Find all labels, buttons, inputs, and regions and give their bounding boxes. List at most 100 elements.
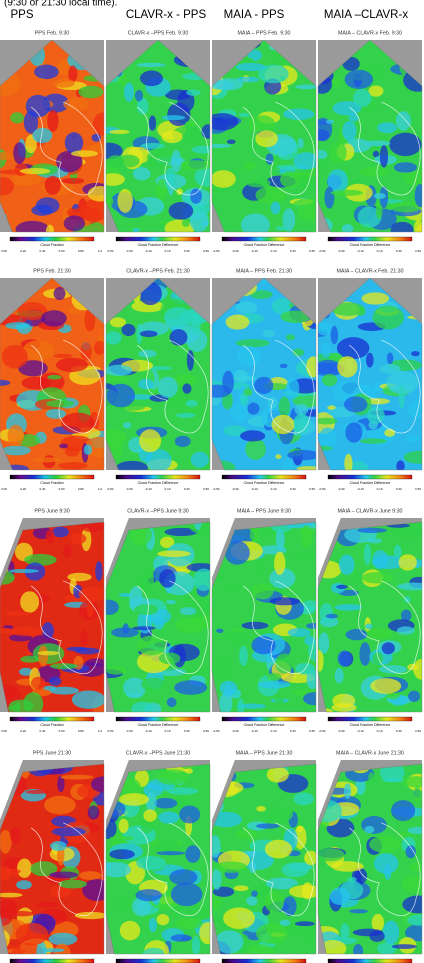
map-blob	[396, 460, 404, 472]
map-blob	[281, 862, 308, 877]
panel-title: MAIA – CLAVR-x June 21:30	[336, 750, 404, 756]
map-blob	[332, 861, 364, 872]
map-blob	[234, 885, 249, 891]
map-blob	[186, 89, 200, 95]
panel-title: CLAVR-x –PPS June 21:30	[126, 750, 190, 756]
colorbar-tick-label: -0.50	[319, 249, 326, 253]
map-blob	[210, 835, 221, 858]
colorbar-tick-label: -0.30	[338, 487, 345, 491]
map-blob	[41, 310, 67, 326]
map-blob	[236, 346, 260, 367]
map-blob	[101, 173, 125, 186]
map-blob	[9, 700, 33, 713]
map-blob	[394, 545, 402, 558]
map-blob	[335, 604, 363, 610]
map-blob	[365, 140, 391, 146]
panel-title: CLAVR-x –PPS Feb. 21:30	[126, 268, 190, 274]
map-blob	[20, 168, 51, 174]
colorbar-tick-label: -0.30	[338, 249, 345, 253]
map-blob	[379, 665, 407, 674]
map-blob	[146, 792, 157, 812]
map-blob	[245, 439, 266, 460]
map-blob	[342, 121, 356, 141]
map-blob	[164, 307, 192, 327]
map-blob	[78, 86, 103, 99]
map-blob	[344, 454, 352, 474]
map-blob	[366, 353, 374, 368]
map-blob	[345, 70, 373, 89]
map-blob	[271, 201, 281, 214]
map-blob	[71, 150, 98, 157]
map-blob	[61, 413, 95, 434]
map-blob	[239, 646, 248, 666]
map-blob	[321, 342, 330, 358]
map-blob	[256, 806, 265, 812]
colorbar	[116, 475, 200, 479]
colorbar-tick-label: -0.50	[107, 487, 114, 491]
map-blob	[246, 135, 252, 150]
colorbar-tick-label: 0.60	[59, 249, 65, 253]
map-blob	[357, 528, 387, 533]
map-blob	[338, 650, 352, 666]
map-blob	[15, 923, 48, 946]
colorbar-tick-label: 0.30	[290, 249, 296, 253]
map-blob	[319, 632, 330, 653]
map-blob	[226, 315, 250, 330]
colorbar	[328, 237, 412, 241]
panel-title: PPS Feb. 9:30	[35, 30, 70, 36]
map-blob	[143, 948, 164, 959]
colorbar-tick-label: 0.40	[39, 249, 45, 253]
map-blob	[46, 409, 66, 419]
colorbar-tick-label: 0.50	[415, 729, 421, 733]
colorbar-tick-label: 0.30	[184, 729, 190, 733]
colorbar-tick-label: -0.10	[145, 487, 152, 491]
colorbar-label: Cloud Fraction Difference	[244, 723, 285, 727]
map-blob	[411, 351, 420, 356]
map-blob	[247, 403, 259, 415]
colorbar-tick-label: -0.50	[319, 487, 326, 491]
map-blob	[34, 65, 59, 79]
map-blob	[382, 642, 395, 654]
colorbar-tick-label: 0.10	[165, 487, 171, 491]
map-blob	[194, 568, 214, 591]
map-blob	[167, 787, 199, 795]
map-blob	[360, 438, 387, 443]
map-blob	[206, 113, 238, 130]
map-blob	[236, 339, 270, 347]
map-blob	[318, 161, 326, 174]
map-blob	[315, 150, 328, 159]
map-blob	[404, 596, 411, 603]
map-blob	[10, 112, 24, 123]
map-blob	[383, 920, 400, 944]
colorbar-tick-label: 0.10	[377, 249, 383, 253]
map-blob	[133, 228, 140, 234]
map-blob	[267, 767, 289, 783]
map-blob	[10, 174, 41, 186]
colorbar-tick-label: 0.00	[1, 487, 7, 491]
map-blob	[337, 356, 357, 377]
colorbar-tick-label: -0.10	[251, 487, 258, 491]
map-blob	[136, 889, 162, 901]
map-blob	[191, 452, 209, 468]
map-blob	[86, 659, 108, 667]
map-blob	[140, 71, 163, 87]
map-blob	[140, 330, 158, 337]
map-blob	[251, 583, 273, 599]
map-blob	[111, 628, 139, 638]
map-blob	[271, 415, 294, 434]
map-blob	[279, 396, 290, 417]
map-blob	[331, 326, 339, 344]
map-blob	[364, 544, 371, 565]
colorbar-tick-label: 0.30	[184, 487, 190, 491]
colorbar-tick-label: -0.50	[107, 249, 114, 253]
map-blob	[293, 152, 319, 169]
map-blob	[180, 607, 197, 615]
colorbar-tick-label: 0.80	[78, 729, 84, 733]
map-blob	[397, 832, 412, 837]
map-blob	[263, 330, 275, 337]
colorbar	[10, 717, 94, 721]
map-blob	[237, 699, 244, 716]
column-header: PPS	[10, 9, 33, 21]
map-blob	[63, 544, 72, 558]
